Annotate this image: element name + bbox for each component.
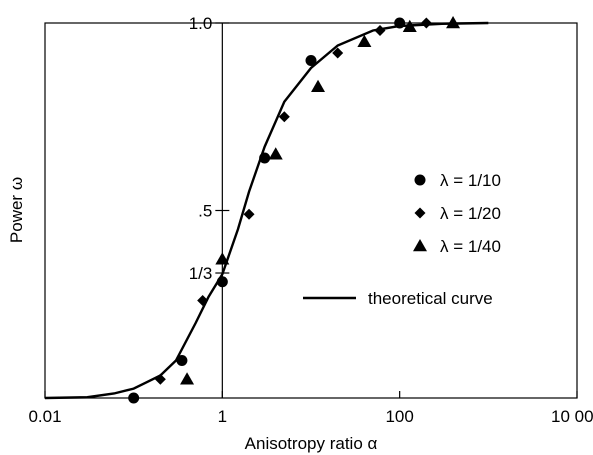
legend-label: λ = 1/20 bbox=[440, 204, 501, 223]
data-point-triangle bbox=[357, 34, 372, 47]
data-point-circle bbox=[176, 355, 188, 366]
data-point-diamond bbox=[278, 111, 290, 123]
data-point-diamond bbox=[420, 17, 432, 29]
x-axis-label: Anisotropy ratio α bbox=[245, 434, 378, 453]
y-tick-label: 1.0 bbox=[189, 14, 213, 33]
legend-marker-circle bbox=[414, 174, 426, 186]
x-tick-label: 1 bbox=[218, 407, 227, 426]
data-point-circle bbox=[128, 392, 140, 404]
data-point-circle bbox=[305, 55, 317, 66]
data-point-triangle bbox=[446, 16, 461, 29]
x-tick-label: 10 000 bbox=[551, 407, 593, 426]
data-point-triangle bbox=[268, 147, 283, 160]
legend-marker-diamond bbox=[414, 207, 426, 219]
legend-label: theoretical curve bbox=[368, 289, 493, 308]
y-tick-label: 1/3 bbox=[189, 264, 213, 283]
legend: λ = 1/10 λ = 1/20 λ = 1/40 theoretical curv… bbox=[303, 171, 501, 308]
plot-frame bbox=[44, 22, 578, 399]
y-tick-label: .5 bbox=[198, 202, 212, 221]
x-tick-label: 100 bbox=[385, 407, 413, 426]
data-point-triangle bbox=[180, 372, 195, 385]
y-axis-label: Power ω bbox=[7, 177, 26, 243]
data-point-diamond bbox=[243, 208, 255, 220]
axes: 0.01 1 100 10 000 1/3 .5 1.0 bbox=[28, 14, 593, 426]
legend-label: λ = 1/10 bbox=[440, 171, 501, 190]
legend-marker-triangle bbox=[413, 239, 427, 252]
x-tick-label: 0.01 bbox=[28, 407, 61, 426]
data-point-triangle bbox=[311, 79, 326, 92]
data-marks bbox=[44, 16, 489, 404]
legend-label: λ = 1/40 bbox=[440, 237, 501, 256]
data-point-diamond bbox=[332, 47, 344, 59]
theoretical-curve-line bbox=[44, 21, 489, 400]
